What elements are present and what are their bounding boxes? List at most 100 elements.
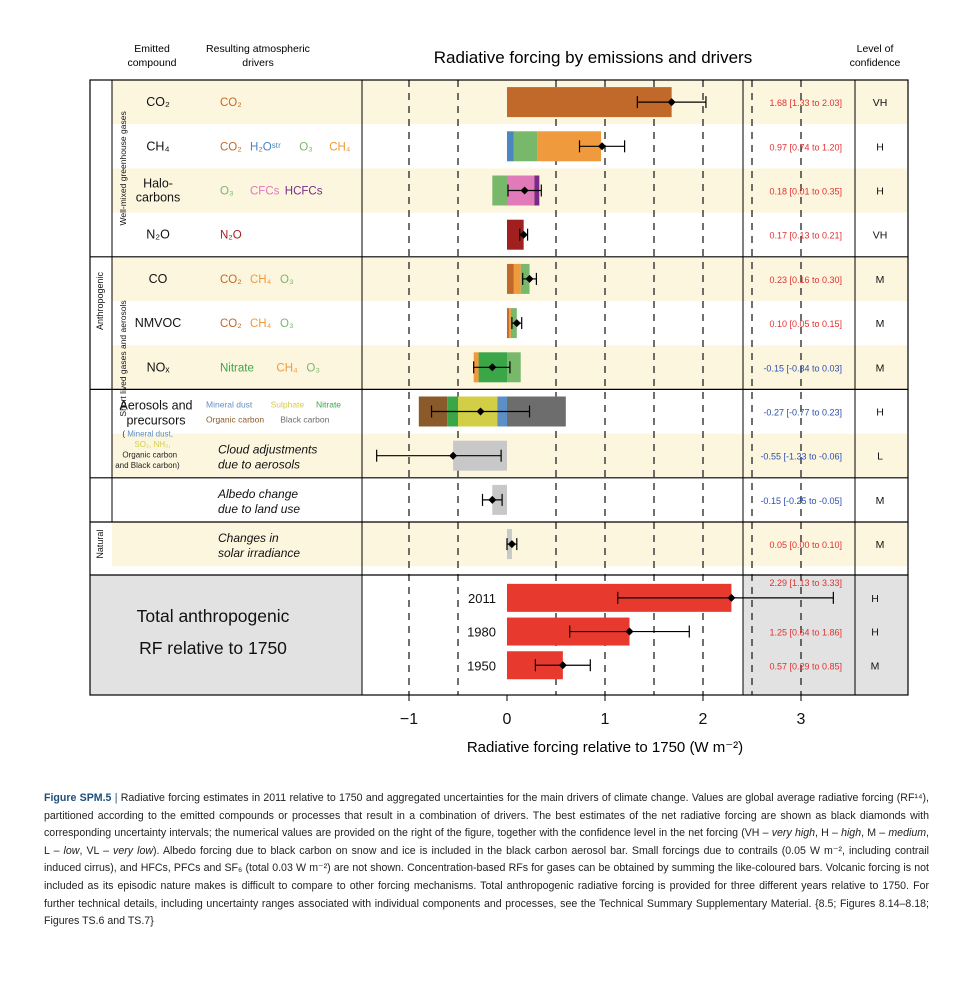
best-estimate-diamond-11 (727, 593, 736, 602)
driver-label-4-2: O₃ (280, 274, 294, 286)
driver-label-1-3: CH₄ (329, 141, 351, 153)
row-backgrounds (90, 80, 908, 695)
process-label-9-0: Albedo change (217, 487, 298, 501)
confidence-label-9: M (876, 495, 885, 507)
value-label-7: -0.27 [-0.77 to 0.23] (763, 408, 842, 418)
x-tick-label-2: 1 (601, 711, 610, 728)
compound-label-4-0: CO (149, 272, 168, 286)
radiative-forcing-figure: Emitted compound Resulting atmospheric d… (89, 43, 909, 756)
process-label-10-0: Changes in (218, 531, 279, 545)
caption-l: low (63, 844, 80, 857)
side-label-slgases: Short lived gases and aerosols (118, 300, 128, 416)
confidence-label-6: M (876, 362, 885, 374)
x-tick-label-1: 0 (503, 711, 512, 728)
caption-text-1: Radiative forcing estimates in 2011 rela… (120, 792, 915, 804)
col-emitted-line1: Emitted (134, 43, 170, 55)
value-label-2: 0.18 [0.01 to 0.35] (769, 187, 842, 197)
value-label-1: 0.97 [0.74 to 1.20] (769, 142, 842, 152)
driver-label-1-1: H₂Oˢᵗʳ (250, 141, 281, 153)
driver-label-6-2: O₃ (306, 362, 320, 374)
best-estimate-diamond-0 (667, 98, 676, 107)
totals-year-1: 1980 (467, 625, 496, 640)
compound-label-2-1: carbons (136, 191, 180, 205)
best-estimate-diamond-12 (625, 627, 634, 636)
error-bars (376, 96, 834, 672)
x-axis-label: Radiative forcing relative to 1750 (W m⁻… (467, 739, 743, 756)
bar-4-segment-1 (513, 263, 521, 294)
aerosol-compound-sub-0-0: ( (122, 429, 125, 438)
driver-label-7-1-1: Black carbon (280, 415, 329, 425)
driver-label-7-0-0: Mineral dust (206, 400, 253, 410)
aerosol-compound-sub-3-0: and Black carbon) (115, 461, 180, 470)
totals-confidence-2: M (871, 660, 880, 672)
row-background-8 (112, 433, 908, 478)
compound-label-1-0: CH₄ (146, 139, 169, 153)
caption-label: Figure SPM.5 (44, 792, 112, 804)
outer-frame (89, 79, 909, 696)
figure-caption: Figure SPM.5 | Radiative forcing estimat… (44, 790, 929, 931)
best-estimate-diamond-1 (598, 142, 607, 151)
confidence-label-5: M (876, 318, 885, 330)
driver-label-2-0: O₃ (220, 186, 234, 198)
confidence-label-7: H (876, 407, 884, 419)
driver-label-7-0-2: Nitrate (316, 400, 341, 410)
value-label-5: 0.10 [0.05 to 0.15] (769, 319, 842, 329)
confidence-label-1: H (876, 141, 884, 153)
best-estimate-diamond-4 (525, 274, 534, 283)
driver-label-6-1: CH₄ (276, 362, 298, 374)
process-label-8-0: Cloud adjustments (218, 443, 317, 457)
bar-5-segment-0 (507, 308, 509, 339)
best-estimate-diamond-9 (488, 495, 497, 504)
totals-year-0: 2011 (468, 591, 496, 606)
aerosol-compound-sub-2-0: Organic carbon (122, 450, 177, 459)
totals-year-2: 1950 (467, 658, 496, 673)
bar-1-segment-1 (513, 131, 538, 162)
best-estimate-diamond-3 (519, 230, 528, 239)
caption-superscript: ¹⁴ (914, 792, 923, 804)
caption-vh: very high (771, 827, 815, 840)
value-label-0: 1.68 [1.33 to 2.03] (769, 98, 842, 108)
figure-header: Emitted compound Resulting atmospheric d… (127, 43, 900, 69)
table-frame (89, 79, 909, 696)
totals-value-0: 2.29 [1.13 to 3.33] (769, 578, 842, 588)
bar-3-segment-0 (507, 219, 524, 250)
compound-label-5-0: NMVOC (135, 316, 182, 330)
side-label-anthropogenic: Anthropogenic (95, 271, 105, 330)
value-label-3: 0.17 [0.13 to 0.21] (769, 231, 842, 241)
chart-title: Radiative forcing by emissions and drive… (434, 48, 752, 67)
caption-m: medium (888, 827, 927, 840)
driver-label-4-0: CO₂ (220, 274, 242, 286)
caption-vl: very low (113, 844, 154, 857)
confidence-label-8: L (877, 451, 883, 463)
bar-1-segment-0 (507, 131, 514, 162)
best-estimate-diamond-10 (507, 540, 516, 549)
value-label-8: -0.55 [-1.33 to -0.06] (760, 452, 842, 462)
row-labels: Anthropogenic Natural Well-mixed greenhous… (95, 95, 887, 673)
totals-label-1: RF relative to 1750 (139, 638, 287, 658)
aerosol-compound-sub-0-1: Mineral dust, (127, 429, 173, 438)
col-drivers-line1: Resulting atmospheric (206, 43, 310, 55)
driver-label-5-2: O₃ (280, 318, 294, 330)
bar-6-segment-2 (507, 352, 521, 383)
caption-text-4: , M – (861, 827, 889, 840)
best-estimate-diamond-13 (558, 661, 567, 670)
process-label-10-1: solar irradiance (218, 546, 300, 560)
aerosol-compound-0: Aerosols and (120, 398, 193, 412)
driver-label-4-1: CH₄ (250, 274, 272, 286)
caption-separator: | (114, 792, 118, 804)
best-estimate-diamond-7 (476, 407, 485, 416)
caption-text-7: ). Albedo forcing due to black carbon on… (44, 844, 930, 928)
value-label-9: -0.15 [-0.25 to -0.05] (760, 496, 842, 506)
totals-confidence-0: H (871, 593, 879, 605)
bar-4-segment-0 (507, 263, 514, 294)
driver-label-3-0: N₂O (220, 230, 242, 242)
driver-label-2-1: CFCs (250, 186, 280, 198)
totals-label-0: Total anthropogenic (137, 606, 290, 626)
process-label-8-1: due to aerosols (218, 458, 300, 472)
confidence-label-3: VH (873, 230, 888, 242)
best-estimate-diamond-6 (488, 363, 497, 372)
confidence-label-10: M (876, 539, 885, 551)
caption-text-3: , H – (814, 827, 842, 840)
caption-text-6: , VL – (79, 844, 114, 857)
compound-label-2-0: Halo- (143, 177, 173, 191)
